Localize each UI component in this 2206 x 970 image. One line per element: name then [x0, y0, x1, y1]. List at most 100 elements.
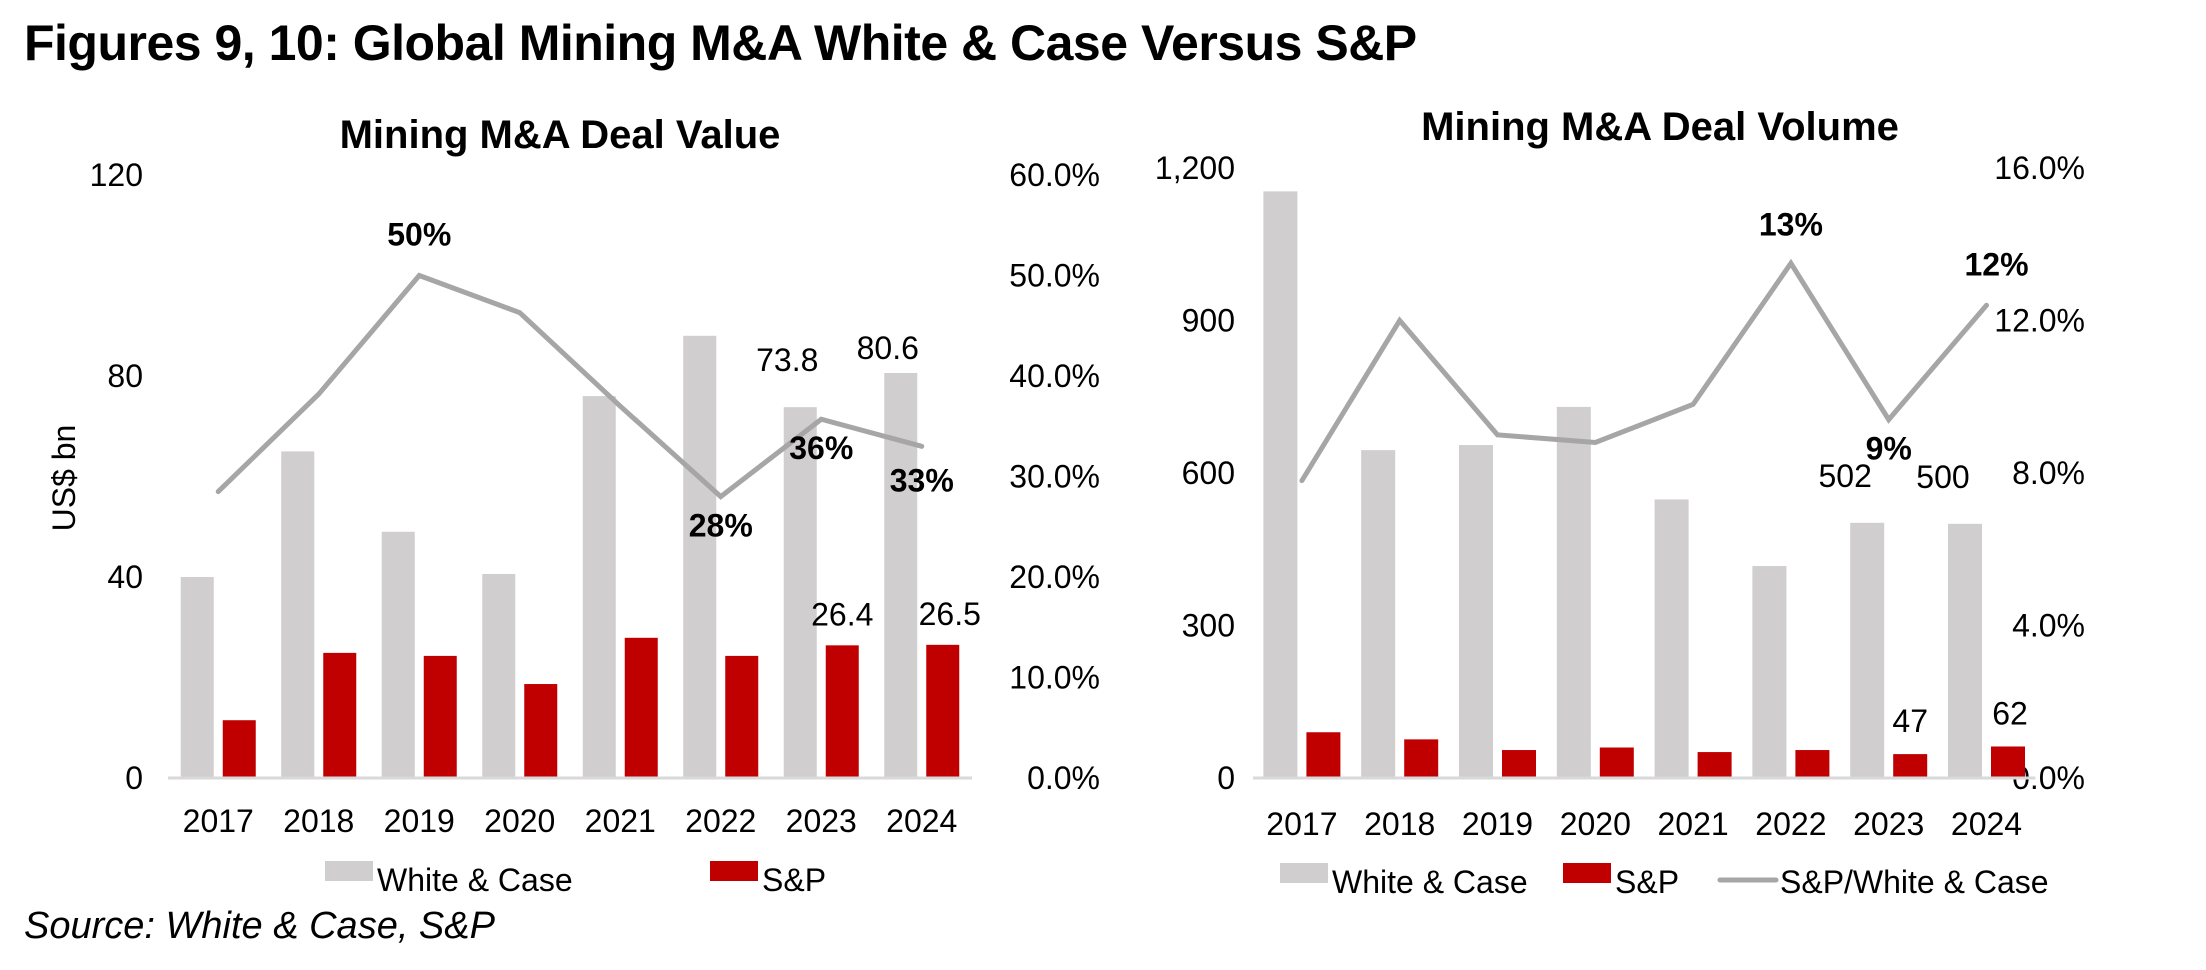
value-chart-ratio-label: 33%	[890, 462, 954, 498]
value-chart-y2-tick: 20.0%	[1009, 559, 1100, 595]
value-chart-data-label-sp: 26.4	[811, 596, 873, 632]
volume-chart-bar-sp	[1306, 732, 1341, 778]
value-chart-bar-white-case	[180, 577, 214, 778]
value-chart-y2-tick: 0.0%	[1027, 760, 1100, 796]
value-chart-bar-white-case	[482, 573, 516, 778]
volume-chart-y-tick: 0	[1217, 760, 1235, 796]
value-chart-x-tick: 2022	[685, 803, 756, 839]
volume-chart-x-tick: 2021	[1658, 806, 1729, 842]
value-chart-x-tick: 2020	[484, 803, 555, 839]
volume-chart-legend-swatch	[1280, 863, 1328, 883]
volume-chart-y-tick: 1,200	[1155, 150, 1235, 186]
volume-chart-bar-sp	[1697, 752, 1732, 778]
volume-chart-x-tick: 2020	[1560, 806, 1631, 842]
value-chart-y-tick: 120	[90, 157, 143, 193]
value-chart-y2-tick: 40.0%	[1009, 358, 1100, 394]
volume-chart-y2-tick: 12.0%	[1994, 303, 2085, 339]
volume-chart-data-label-sp: 62	[1992, 695, 2028, 731]
volume-chart-data-label-white-case: 500	[1916, 459, 1969, 495]
volume-chart-ratio-label: 13%	[1759, 206, 1823, 242]
value-chart-legend-label: White & Case	[377, 862, 573, 898]
value-chart-ratio-label: 50%	[387, 217, 451, 253]
value-chart-bar-sp	[524, 684, 558, 778]
value-chart-bar-sp	[624, 637, 658, 778]
value-chart-legend-swatch	[325, 861, 373, 881]
volume-chart-title: Mining M&A Deal Volume	[1421, 105, 1899, 149]
volume-chart-x-tick: 2023	[1853, 806, 1924, 842]
value-chart-y-tick: 80	[107, 358, 143, 394]
value-chart-bar-white-case	[582, 396, 616, 778]
value-chart-bar-sp	[222, 720, 256, 778]
value-chart-bar-sp	[825, 645, 859, 778]
value-chart-bar-sp	[725, 655, 759, 778]
volume-chart-bar-white-case	[1459, 445, 1493, 778]
volume-chart-x-tick: 2018	[1364, 806, 1435, 842]
value-chart-ratio-label: 28%	[689, 508, 753, 544]
volume-chart-y2-tick: 8.0%	[2012, 455, 2085, 491]
figure-title: Figures 9, 10: Global Mining M&A White &…	[24, 15, 1417, 71]
value-chart-data-label-sp: 26.5	[919, 596, 981, 632]
volume-chart-bar-white-case	[1654, 499, 1689, 778]
source-note: Source: White & Case, S&P	[24, 905, 495, 947]
value-chart-bar-white-case	[683, 335, 717, 778]
volume-chart-x-tick: 2024	[1951, 806, 2022, 842]
value-chart-bar-white-case	[281, 451, 315, 778]
volume-chart-legend-swatch	[1563, 863, 1611, 883]
value-chart-bar-white-case	[783, 407, 817, 778]
value-chart-data-label-white-case: 80.6	[857, 330, 919, 366]
value-chart-bar-white-case	[884, 372, 918, 778]
value-chart-ratio-line	[215, 272, 925, 500]
volume-chart-bar-sp	[1599, 747, 1634, 778]
volume-chart-bar-sp	[1893, 754, 1928, 778]
value-chart-bar-sp	[926, 644, 960, 778]
volume-chart-y2-tick: 4.0%	[2012, 608, 2085, 644]
volume-chart-bar-white-case	[1556, 406, 1591, 778]
value-chart-title: Mining M&A Deal Value	[340, 113, 781, 157]
volume-chart-bar-white-case	[1263, 191, 1298, 779]
volume-chart-ratio-label: 12%	[1964, 246, 2028, 282]
value-chart-y2-tick: 60.0%	[1009, 157, 1100, 193]
value-chart-y2-tick: 30.0%	[1009, 459, 1100, 495]
value-chart-data-label-white-case: 73.8	[756, 342, 818, 378]
value-chart-x-tick: 2024	[886, 803, 957, 839]
volume-chart-data-label-white-case: 502	[1819, 458, 1872, 494]
value-chart-y-axis-label: US$ bn	[46, 425, 82, 532]
value-chart-x-tick: 2017	[183, 803, 254, 839]
value-chart-y-tick: 0	[125, 760, 143, 796]
value-chart-legend-swatch	[710, 861, 758, 881]
volume-chart-bar-white-case	[1948, 523, 1982, 778]
value-chart-bar-sp	[423, 655, 457, 778]
value-chart-x-tick: 2018	[283, 803, 354, 839]
value-chart-x-tick: 2023	[786, 803, 857, 839]
volume-chart-bar-sp	[1795, 750, 1830, 778]
volume-chart-y-tick: 900	[1182, 303, 1235, 339]
value-chart-ratio-label: 36%	[789, 430, 853, 466]
volume-chart-data-label-sp: 47	[1892, 703, 1928, 739]
volume-chart-y-tick: 600	[1182, 455, 1235, 491]
value-chart-legend-label: S&P	[762, 862, 826, 898]
volume-chart-y-tick: 300	[1182, 608, 1235, 644]
volume-chart-bar-white-case	[1361, 450, 1396, 778]
value-chart-bar-white-case	[381, 531, 415, 778]
volume-chart-bar-sp	[1404, 739, 1439, 778]
volume-chart-ratio-label: 9%	[1866, 431, 1912, 467]
value-chart-y2-tick: 50.0%	[1009, 258, 1100, 294]
volume-chart-ratio-line	[1299, 258, 1989, 484]
value-chart-y-tick: 40	[107, 559, 143, 595]
volume-chart-bar-white-case	[1850, 522, 1885, 778]
volume-chart-legend-label: White & Case	[1332, 864, 1528, 900]
volume-chart-legend-label: S&P	[1615, 864, 1679, 900]
value-chart-x-tick: 2021	[585, 803, 656, 839]
volume-chart-legend-label: S&P/White & Case	[1780, 864, 2049, 900]
volume-chart-bar-sp	[1991, 746, 2025, 778]
volume-chart-x-tick: 2017	[1266, 806, 1337, 842]
volume-chart-bar-sp	[1502, 750, 1536, 778]
value-chart-x-tick: 2019	[384, 803, 455, 839]
volume-chart-x-tick: 2022	[1755, 806, 1826, 842]
volume-chart-bar-white-case	[1752, 566, 1787, 778]
value-chart-bar-sp	[323, 652, 357, 778]
volume-chart-x-tick: 2019	[1462, 806, 1533, 842]
value-chart-y2-tick: 10.0%	[1009, 660, 1100, 696]
volume-chart-y2-tick: 16.0%	[1994, 150, 2085, 186]
